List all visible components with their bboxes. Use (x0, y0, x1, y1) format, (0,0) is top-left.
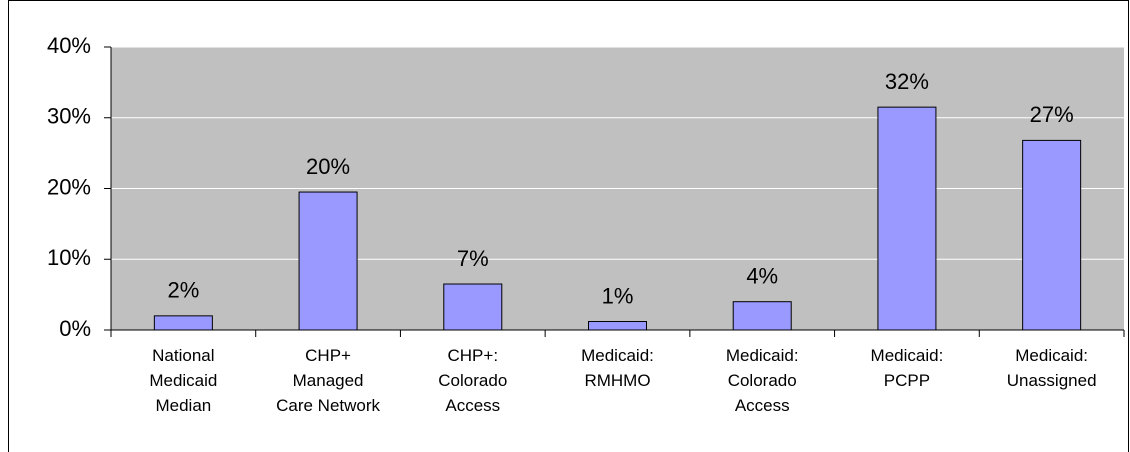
x-tick-label-line: Colorado (438, 371, 507, 390)
x-tick-label-line: Unassigned (1007, 371, 1097, 390)
bar (298, 191, 358, 331)
bar (732, 301, 792, 331)
y-tick-label: 30% (47, 104, 91, 129)
data-label: 32% (885, 69, 929, 94)
x-tick-label-line: PCPP (884, 371, 930, 390)
bar (877, 106, 937, 331)
x-tick-label-line: Medicaid: (726, 346, 799, 365)
data-label: 4% (746, 264, 778, 289)
chart-frame (8, 0, 1129, 452)
x-tick-label-line: National (152, 346, 214, 365)
data-label: 27% (1030, 102, 1074, 127)
x-tick-label-line: Medicaid (149, 371, 217, 390)
x-tick-label-line: Median (155, 396, 211, 415)
x-tick-label-line: Access (445, 396, 500, 415)
x-tick-label-line: Medicaid: (1015, 346, 1088, 365)
bar (1022, 139, 1082, 331)
bar (443, 283, 503, 331)
x-tick-label: CHP+ Managed Care Network (276, 346, 380, 415)
x-tick-label: Medicaid: RMHMO (581, 346, 654, 390)
data-label: 2% (167, 278, 199, 303)
y-tick-label: 40% (47, 33, 91, 58)
x-tick-label-line: Care Network (276, 396, 380, 415)
x-tick-label-line: Medicaid: (871, 346, 944, 365)
x-tick-label: Medicaid: Colorado Access (726, 346, 799, 415)
x-tick-label-line: CHP+: (448, 346, 499, 365)
x-tick-label-line: CHP+ (305, 346, 351, 365)
x-tick-label: National Medicaid Median (149, 346, 217, 415)
y-tick-label: 20% (47, 174, 91, 199)
y-tick-label: 10% (47, 245, 91, 270)
data-label: 7% (457, 246, 489, 271)
x-tick-label-line: Medicaid: (581, 346, 654, 365)
data-label: 1% (602, 283, 634, 308)
x-tick-label-line: Access (735, 396, 790, 415)
data-label: 20% (306, 154, 350, 179)
x-tick-label-line: Managed (293, 371, 364, 390)
bar (153, 315, 213, 331)
x-tick-label-line: RMHMO (584, 371, 650, 390)
x-tick-label: CHP+: Colorado Access (438, 346, 507, 415)
x-tick-label: Medicaid: PCPP (871, 346, 944, 390)
x-tick-label: Medicaid: Unassigned (1007, 346, 1097, 390)
bar (588, 321, 647, 331)
y-tick-label: 0% (59, 316, 91, 341)
x-tick-label-line: Colorado (728, 371, 797, 390)
